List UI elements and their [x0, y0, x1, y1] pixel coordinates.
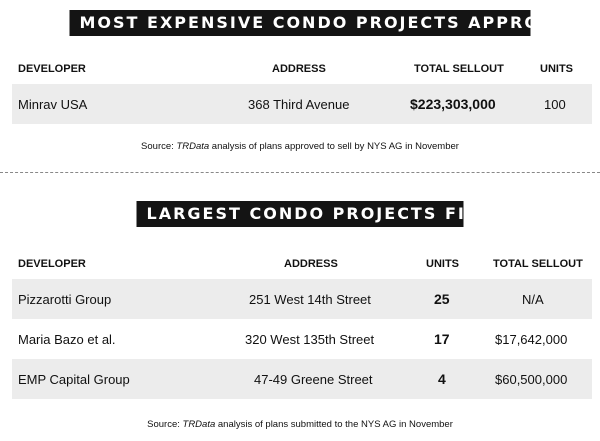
source-suffix: analysis of plans approved to sell by NY…	[209, 141, 459, 152]
total-sellout-cell: $223,303,000	[410, 96, 496, 112]
table1-source: Source: TRData analysis of plans approve…	[0, 141, 600, 152]
units-cell: 100	[544, 96, 566, 112]
units-cell: 25	[434, 291, 450, 307]
table1-header-address: ADDRESS	[272, 63, 326, 75]
table2-row: Maria Bazo et al. 320 West 135th Street …	[12, 319, 592, 359]
developer-cell: Pizzarotti Group	[18, 291, 112, 307]
source-prefix: Source:	[147, 419, 183, 430]
table2-row: EMP Capital Group 47-49 Greene Street 4 …	[12, 359, 592, 399]
table2-row: Pizzarotti Group 251 West 14th Street 25…	[12, 279, 592, 319]
units-cell: 4	[438, 371, 446, 387]
total-sellout-cell: $17,642,000	[495, 331, 568, 347]
source-italic: TRData	[176, 141, 210, 152]
address-cell: 47-49 Greene Street	[254, 371, 373, 387]
section-divider	[0, 172, 600, 173]
table2-header-developer: DEVELOPER	[18, 258, 86, 270]
table2-header-address: ADDRESS	[284, 258, 338, 270]
table2-header-total-sellout: TOTAL SELLOUT	[493, 258, 583, 270]
table1-header-units: UNITS	[540, 63, 573, 75]
units-cell: 17	[434, 331, 450, 347]
table1-header-total-sellout: TOTAL SELLOUT	[414, 63, 504, 75]
table2-source: Source: TRData analysis of plans submitt…	[0, 419, 600, 430]
developer-cell: Maria Bazo et al.	[18, 331, 116, 347]
source-suffix: analysis of plans submitted to the NYS A…	[215, 419, 453, 430]
address-cell: 368 Third Avenue	[248, 96, 350, 112]
address-cell: 320 West 135th Street	[245, 331, 375, 347]
total-sellout-cell: N/A	[522, 291, 544, 307]
source-italic: TRData	[182, 419, 216, 430]
table1-header-developer: DEVELOPER	[18, 63, 86, 75]
table2-title: LARGEST CONDO PROJECTS FILED	[136, 201, 504, 227]
source-prefix: Source:	[141, 141, 177, 152]
address-cell: 251 West 14th Street	[249, 291, 371, 307]
developer-cell: Minrav USA	[18, 96, 88, 112]
table2-header-units: UNITS	[426, 258, 459, 270]
table1-row: Minrav USA 368 Third Avenue $223,303,000…	[12, 84, 592, 124]
table1-title: MOST EXPENSIVE CONDO PROJECTS APPROVED	[69, 10, 580, 36]
total-sellout-cell: $60,500,000	[495, 371, 568, 387]
developer-cell: EMP Capital Group	[18, 371, 130, 387]
